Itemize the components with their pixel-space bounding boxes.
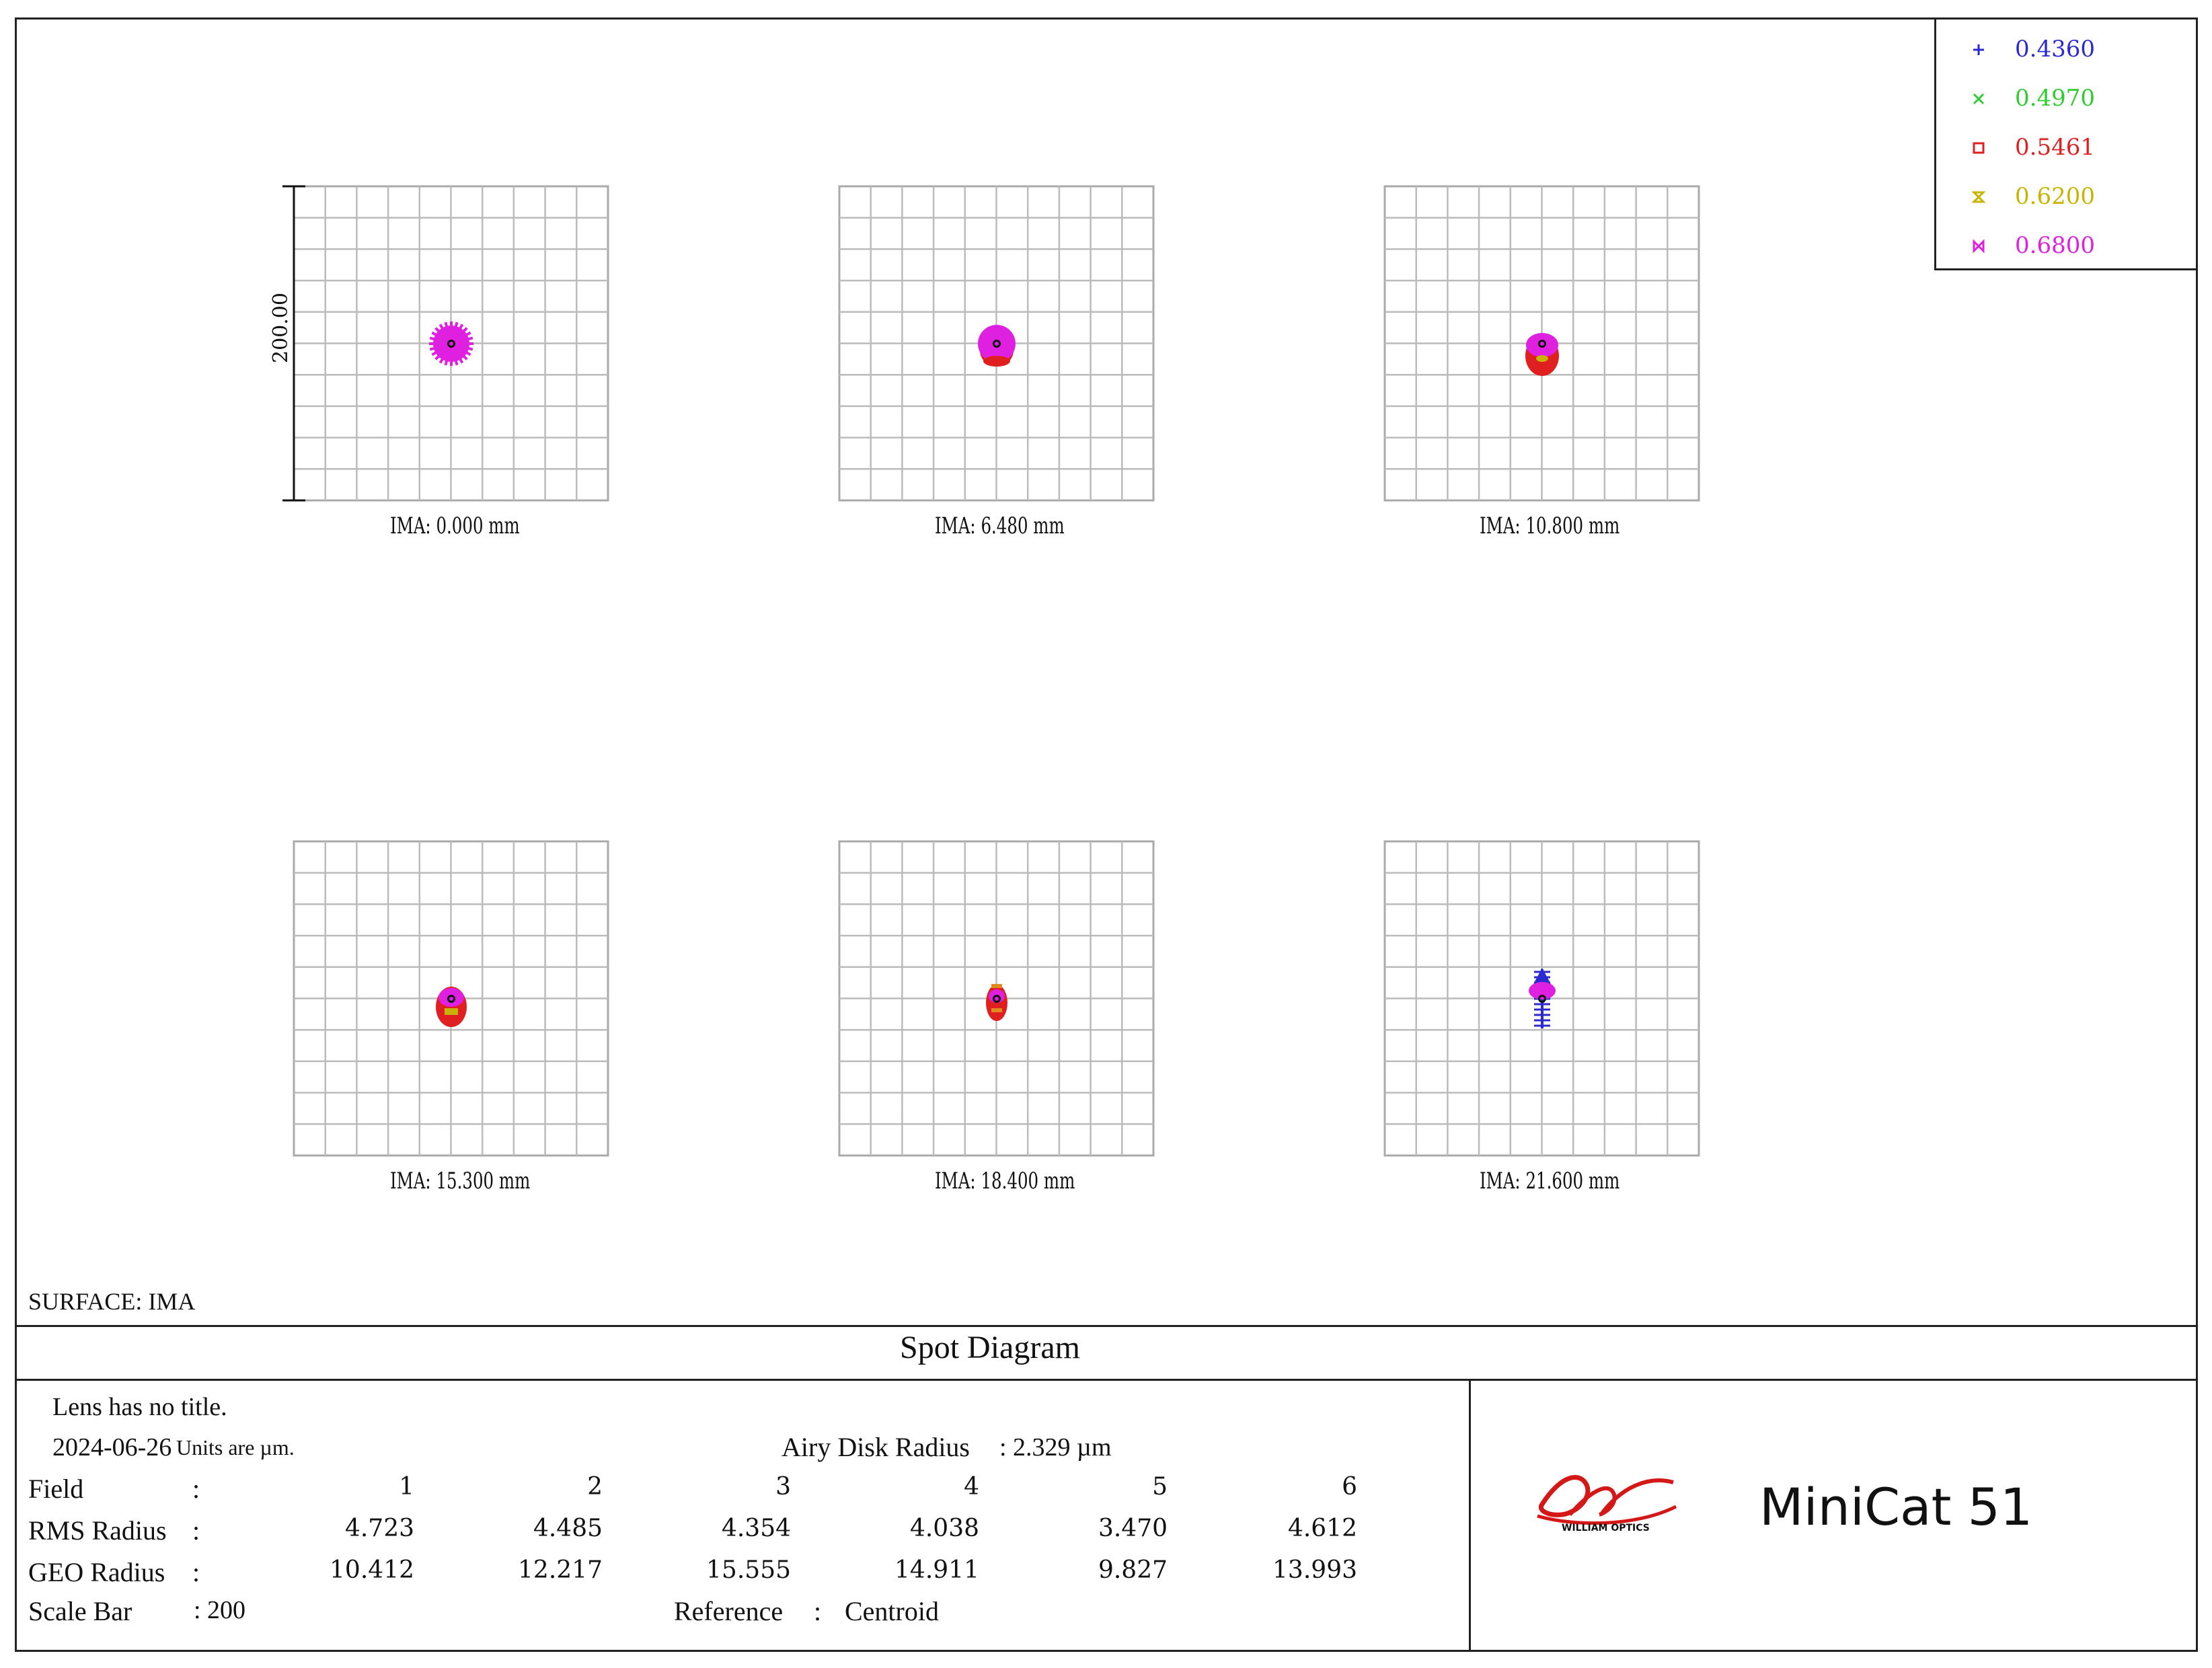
scale-bar [282, 185, 305, 502]
rms-value-3: 4.354 [721, 1515, 791, 1542]
geo-value-5: 9.827 [1098, 1556, 1168, 1584]
scale-bar-label: 200.00 [269, 293, 293, 363]
scale-row-label: Scale Bar [28, 1596, 132, 1626]
geo-row-label: GEO Radius [28, 1557, 165, 1587]
airy-label: Airy Disk Radius [781, 1432, 970, 1462]
field-label-3: IMA: 10.800 mm [1480, 513, 1620, 539]
spot-round-red-bottom [978, 325, 1016, 367]
diagram-title: Spot Diagram [900, 1330, 1080, 1365]
diagram-frame [15, 17, 2198, 1652]
spot-oval-red-yellow [436, 987, 467, 1027]
rms-value-5: 3.470 [1098, 1515, 1168, 1542]
spot-plot-3 [1383, 185, 1700, 502]
product-name: MiniCat 51 [1759, 1477, 2033, 1537]
geo-value-1: 10.412 [330, 1556, 414, 1584]
surface-label: SURFACE: IMA [28, 1288, 196, 1315]
spot-plot-4 [293, 840, 609, 1157]
reference-colon: : [814, 1596, 822, 1626]
spot-plot-2 [838, 185, 1155, 502]
spot-blue-vertical [1529, 968, 1556, 1028]
field-label-5: IMA: 18.400 mm [935, 1168, 1075, 1195]
date-text: 2024-06-26 [52, 1433, 172, 1462]
lens-title: Lens has no title. [52, 1393, 227, 1421]
field-label-2: IMA: 6.480 mm [935, 513, 1065, 539]
logo-brand-text: WILLIAM OPTICS [1562, 1523, 1650, 1533]
logo-divider [1469, 1379, 1471, 1652]
rms-value-6: 4.612 [1287, 1515, 1357, 1542]
airy-value: : 2.329 µm [999, 1433, 1112, 1462]
field-value-1: 1 [399, 1473, 414, 1501]
rms-value-2: 4.485 [533, 1515, 603, 1542]
field-label-1: IMA: 0.000 mm [390, 513, 520, 539]
field-row-colon: : [192, 1474, 200, 1504]
field-value-4: 4 [964, 1473, 979, 1501]
spot-round-magenta [429, 321, 473, 366]
geo-value-2: 12.217 [518, 1556, 603, 1584]
legend-box [1934, 17, 2198, 270]
field-value-3: 3 [775, 1473, 791, 1501]
title-divider-top [15, 1325, 2198, 1327]
william-optics-logo [1537, 1475, 1677, 1525]
units-text: Units are µm. [176, 1435, 295, 1460]
field-label-4: IMA: 15.300 mm [390, 1168, 531, 1195]
rms-value-1: 4.723 [344, 1515, 414, 1542]
spot-plot-6 [1383, 840, 1700, 1157]
rms-row-colon: : [192, 1515, 200, 1546]
geo-value-3: 15.555 [706, 1556, 791, 1584]
scale-row-value: : 200 [194, 1596, 246, 1624]
spot-small-red-orange [986, 984, 1007, 1021]
reference-label: Reference [674, 1596, 784, 1626]
title-divider-bottom [15, 1379, 2198, 1381]
rms-value-4: 4.038 [909, 1515, 979, 1542]
geo-value-6: 13.993 [1272, 1556, 1357, 1584]
field-value-6: 6 [1342, 1473, 1357, 1501]
rms-row-label: RMS Radius [28, 1515, 167, 1546]
field-value-2: 2 [587, 1473, 603, 1501]
field-value-5: 5 [1152, 1473, 1168, 1501]
field-label-6: IMA: 21.600 mm [1480, 1168, 1620, 1195]
field-row-label: Field [28, 1474, 84, 1504]
geo-value-4: 14.911 [894, 1556, 979, 1584]
geo-row-colon: : [192, 1557, 200, 1587]
spot-oval-red [1525, 333, 1559, 376]
spot-plot-1 [293, 185, 609, 502]
reference-value: Centroid [845, 1596, 939, 1626]
spot-plot-5 [838, 840, 1155, 1157]
